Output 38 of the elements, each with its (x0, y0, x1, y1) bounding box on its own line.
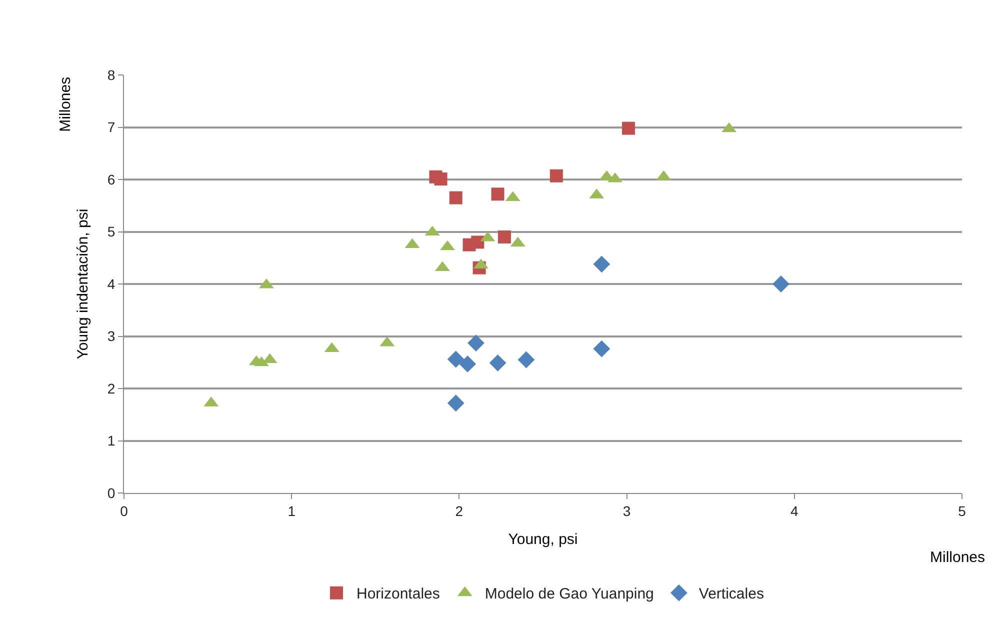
x-axis-title: Young, psi (508, 530, 578, 548)
point (449, 191, 462, 204)
point (498, 230, 511, 244)
y-tick-label: 8 (107, 66, 116, 83)
legend-label: Verticales (698, 586, 764, 603)
y-tick-label: 2 (107, 380, 116, 396)
point (471, 236, 484, 249)
point (550, 169, 563, 182)
point (459, 355, 476, 372)
point (447, 350, 464, 368)
point (593, 256, 610, 273)
x-tick-label: 2 (455, 502, 464, 519)
x-tick-label: 1 (288, 502, 296, 519)
point (491, 188, 504, 201)
y-tick-label: 0 (107, 484, 116, 501)
point (622, 122, 635, 135)
y-tick-label: 1 (107, 432, 116, 449)
point (518, 351, 535, 368)
legend-label: Modelo de Gao Yuanping (484, 586, 654, 603)
y-tick-label: 6 (107, 171, 116, 188)
text: Millones (930, 549, 986, 566)
x-tick-label: 5 (958, 502, 966, 519)
x-tick-label: 0 (120, 502, 128, 519)
y-tick-label: 5 (107, 224, 116, 240)
y-axis-title: Young indentación, psi (74, 208, 92, 360)
point (489, 354, 506, 372)
x-tick-label: 4 (790, 502, 798, 519)
legend-label: Horizontales (356, 586, 440, 603)
point (468, 334, 484, 352)
y-tick-label: 4 (107, 276, 116, 292)
point (434, 172, 448, 186)
y-tick-label: 3 (107, 328, 116, 344)
text: Millones (56, 76, 74, 132)
y-tick-label: 7 (107, 119, 116, 136)
point (772, 276, 790, 292)
x-tick-label: 3 (622, 502, 631, 519)
point (447, 394, 464, 412)
point (593, 340, 610, 358)
